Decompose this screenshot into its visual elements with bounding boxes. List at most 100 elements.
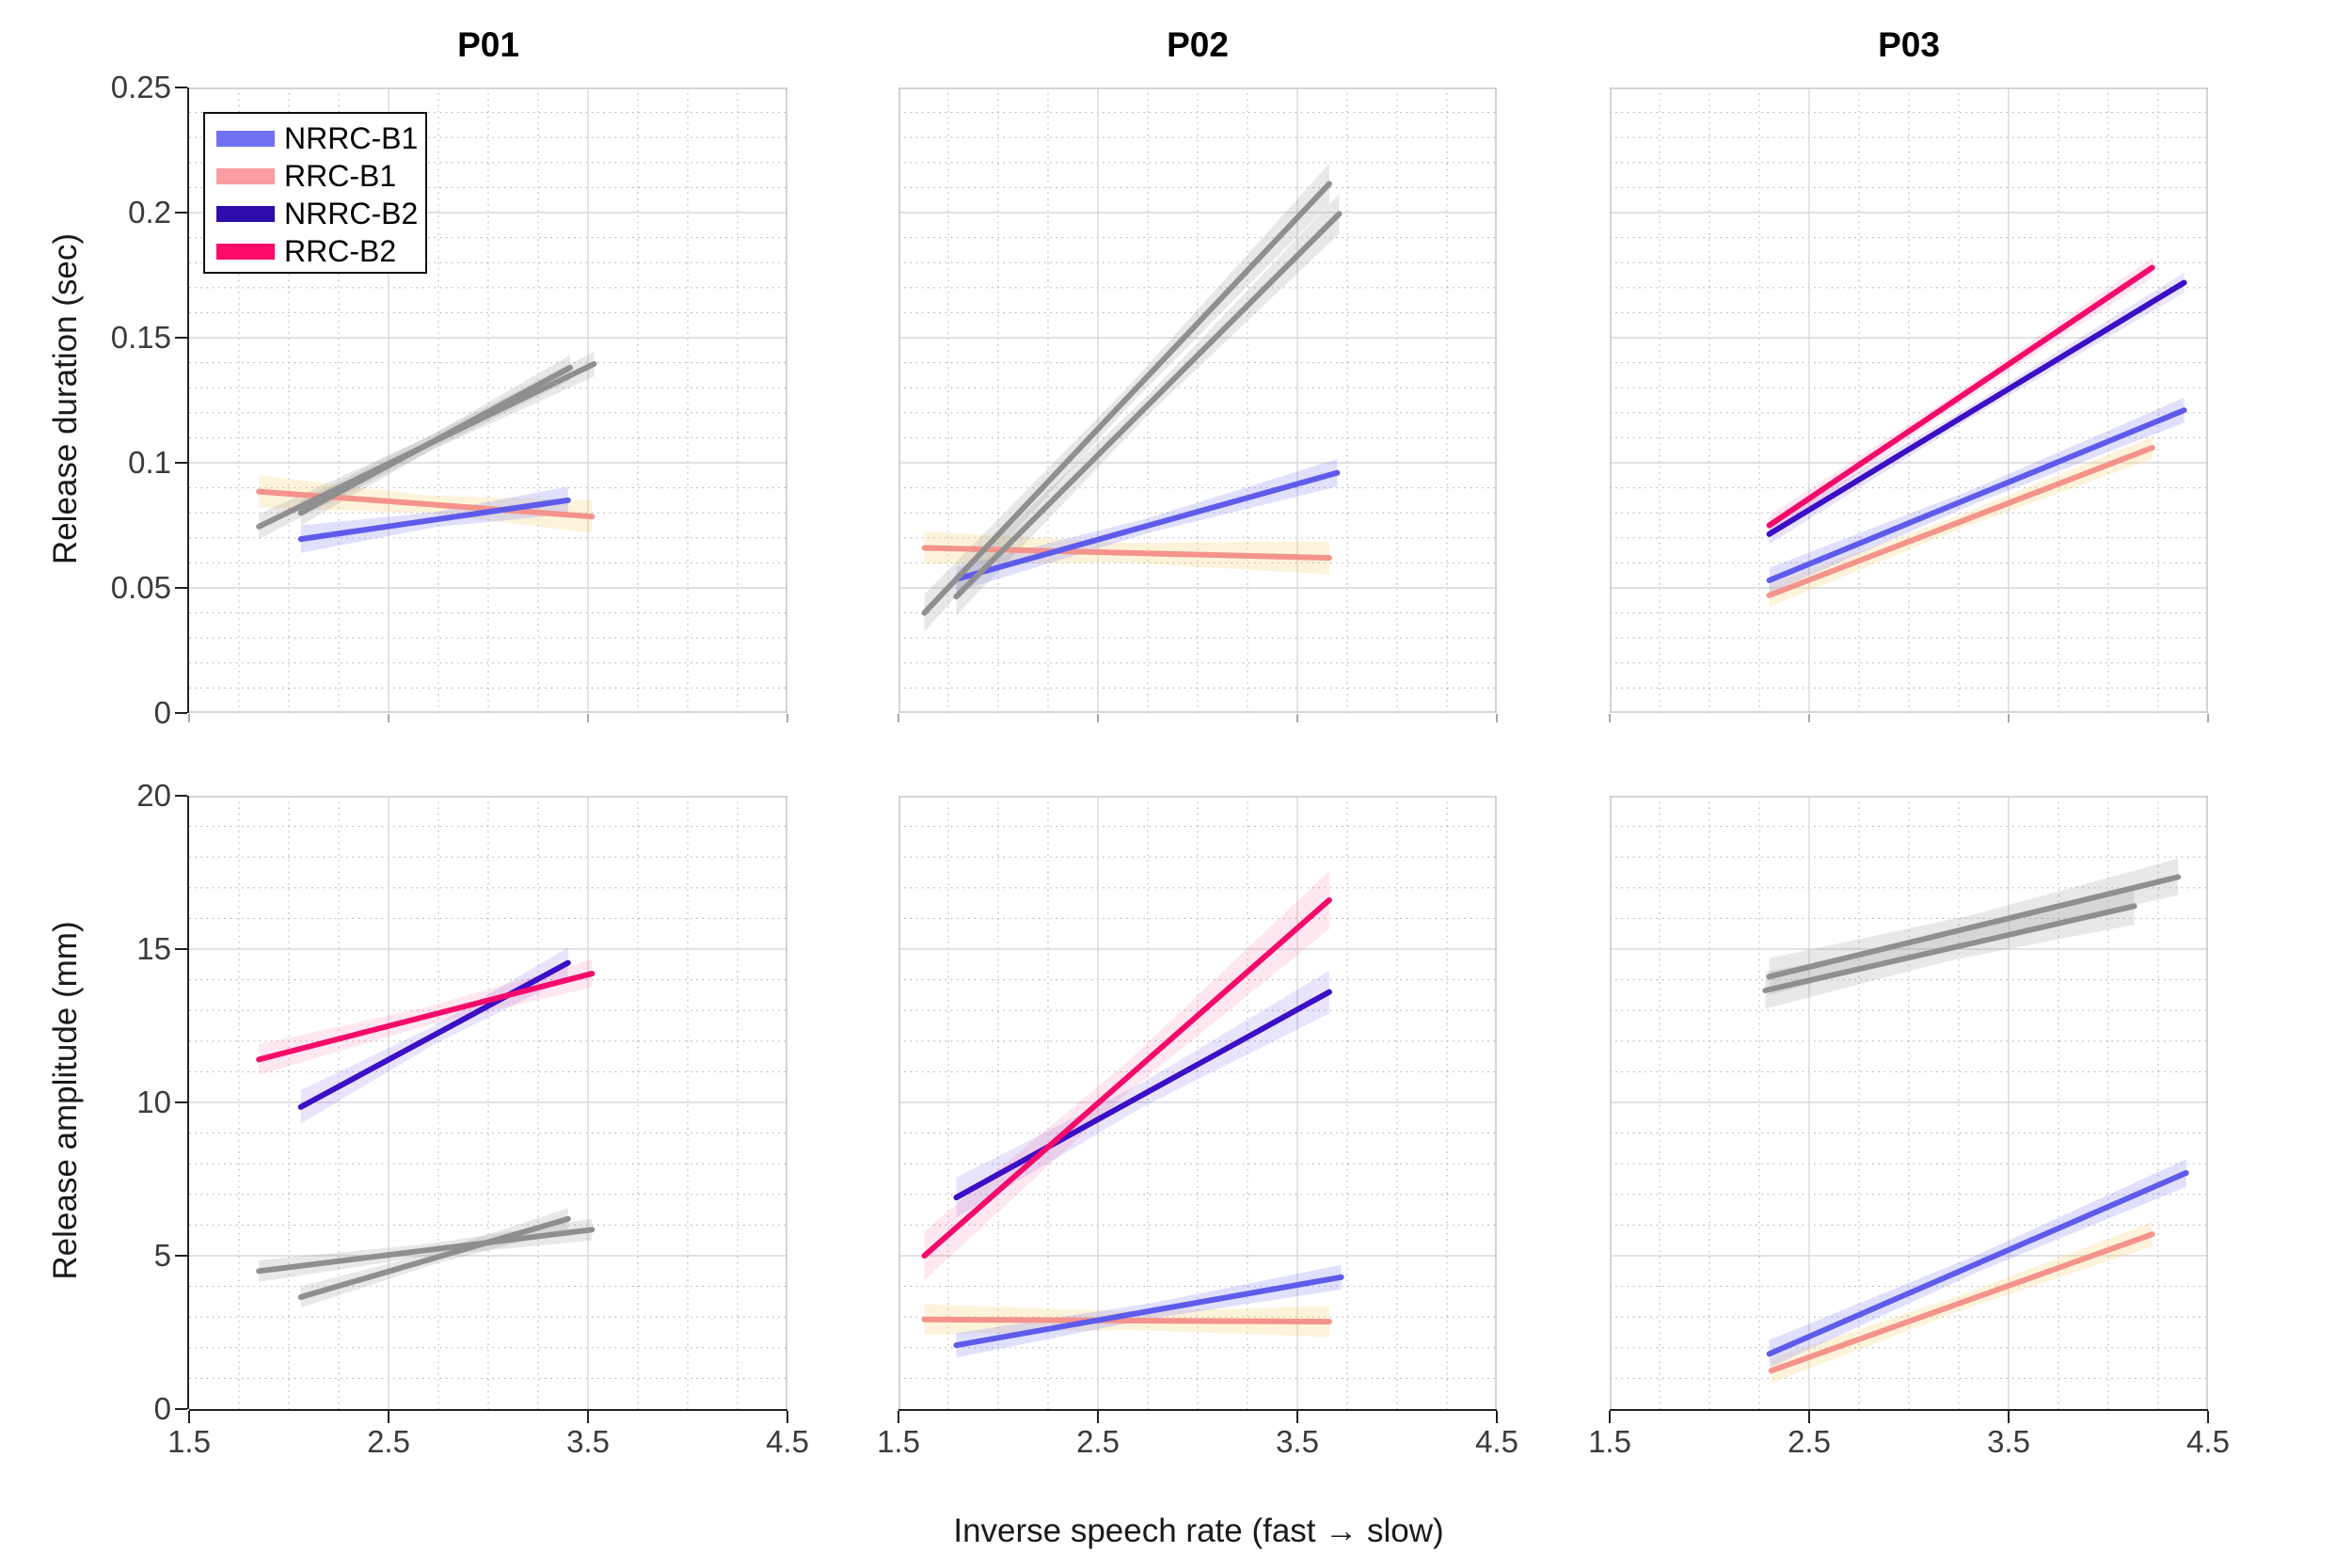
- legend-entry-RRC-B1: RRC-B1: [205, 157, 425, 195]
- x-tick-label: 4.5: [2186, 1424, 2230, 1459]
- x-tick-mark-upper: [787, 714, 788, 722]
- y-tick-mark: [175, 712, 187, 714]
- legend-swatch-RRC-B2: [216, 243, 275, 260]
- x-tick-label: 4.5: [1475, 1424, 1518, 1459]
- y-tick-label: 0.15: [110, 320, 171, 355]
- y-tick-mark: [175, 948, 187, 950]
- fit-line-NRRC-B1: [297, 497, 571, 543]
- x-tick-mark-upper: [1496, 714, 1498, 722]
- x-tick-mark-upper: [1609, 714, 1611, 722]
- y-tick-mark: [175, 795, 187, 797]
- y-axis-line: [187, 796, 189, 1409]
- legend-label: RRC-B1: [284, 159, 397, 193]
- y-tick-label: 15: [136, 931, 171, 966]
- x-tick-mark: [787, 1411, 788, 1423]
- y-tick-mark: [175, 462, 187, 464]
- y-tick-mark: [175, 587, 187, 589]
- x-tick-label: 2.5: [1076, 1424, 1120, 1459]
- fit-line-RRC-B2: [256, 971, 596, 1063]
- fit-line-NRRC-B1: [953, 469, 1341, 582]
- panel-title-P02: P02: [1167, 25, 1229, 64]
- x-tick-mark-upper: [1808, 714, 1810, 722]
- y-axis-line: [187, 87, 189, 713]
- y-tick-mark: [175, 1408, 187, 1410]
- x-tick-mark: [1609, 1411, 1611, 1423]
- fit-line-RRC-B1: [1766, 445, 2155, 598]
- y-tick-label: 20: [136, 778, 171, 813]
- x-tick-mark: [1808, 1411, 1810, 1423]
- x-tick-label: 3.5: [1276, 1424, 1319, 1459]
- x-tick-mark: [2008, 1411, 2010, 1423]
- fit-line-RRC-B1: [1768, 1231, 2155, 1374]
- y-tick-label: 0: [153, 695, 171, 730]
- fit-line-NRRC-B2: [953, 211, 1343, 600]
- y-tick-label: 0.1: [128, 445, 171, 480]
- legend-box: NRRC-B1 RRC-B1 NRRC-B2 RRC-B2: [203, 112, 427, 274]
- fit-line-RRC-B1: [256, 488, 596, 520]
- y-tick-label: 0.2: [128, 195, 171, 230]
- fit-line-NRRC-B1: [297, 1215, 571, 1301]
- y-tick-label: 0.25: [110, 70, 171, 104]
- fit-line-NRRC-B1: [953, 1274, 1344, 1349]
- x-tick-mark-upper: [2207, 714, 2209, 722]
- fit-line-NRRC-B2: [953, 989, 1332, 1201]
- legend-swatch-NRRC-B1: [216, 130, 275, 147]
- legend-entry-RRC-B2: RRC-B2: [205, 232, 425, 270]
- x-tick-mark: [1296, 1411, 1298, 1423]
- y-tick-mark: [175, 1101, 187, 1103]
- x-axis-line: [189, 1409, 787, 1411]
- panel-P02-row0: [898, 87, 1497, 713]
- y-tick-label: 5: [153, 1238, 171, 1273]
- x-tick-mark-upper: [1097, 714, 1099, 722]
- fit-line-RRC-B2: [1766, 264, 2155, 529]
- y-tick-label: 0: [153, 1391, 171, 1426]
- x-tick-mark-upper: [388, 714, 389, 722]
- x-tick-label: 1.5: [877, 1424, 920, 1459]
- y-tick-label: 10: [136, 1085, 171, 1119]
- legend-swatch-RRC-B1: [216, 167, 275, 184]
- fit-line-RRC-B1: [921, 1316, 1332, 1325]
- panel-title-P01: P01: [457, 25, 519, 64]
- fit-line-RRC-B2: [921, 181, 1332, 616]
- panel-P03-row1: [1610, 796, 2208, 1409]
- y-tick-label: 0.05: [110, 570, 171, 605]
- panel-P01-row1: [189, 796, 787, 1409]
- panel-P03-row0: [1610, 87, 2208, 713]
- x-tick-mark-upper: [898, 714, 899, 722]
- panel-title-P03: P03: [1878, 25, 1940, 64]
- x-tick-label: 3.5: [566, 1424, 610, 1459]
- x-tick-label: 1.5: [1588, 1424, 1631, 1459]
- x-tick-label: 2.5: [1788, 1424, 1831, 1459]
- fit-line-RRC-B2: [256, 360, 597, 530]
- fit-line-RRC-B2: [921, 896, 1332, 1259]
- legend-label: RRC-B2: [284, 234, 397, 268]
- legend-label: NRRC-B2: [284, 197, 419, 230]
- legend-label: NRRC-B1: [284, 121, 419, 155]
- x-tick-label: 1.5: [167, 1424, 211, 1459]
- x-tick-mark: [1496, 1411, 1498, 1423]
- fit-line-RRC-B2: [1762, 903, 2137, 994]
- fit-line-NRRC-B2: [1766, 874, 2182, 980]
- panel-P02-row1: [898, 796, 1497, 1409]
- x-axis-label: Inverse speech rate (fast → slow): [953, 1513, 1444, 1549]
- fit-line-NRRC-B1: [1766, 407, 2187, 584]
- x-tick-mark-upper: [1296, 714, 1298, 722]
- fit-line-RRC-B1: [256, 1227, 596, 1275]
- y-tick-mark: [175, 1255, 187, 1257]
- legend-entry-NRRC-B1: NRRC-B1: [205, 119, 425, 157]
- y-tick-mark: [175, 337, 187, 339]
- fit-line-NRRC-B2: [297, 959, 571, 1110]
- x-tick-label: 4.5: [766, 1424, 809, 1459]
- y-tick-mark: [175, 87, 187, 88]
- x-tick-mark-upper: [587, 714, 589, 722]
- fit-line-NRRC-B1: [1766, 1169, 2189, 1357]
- x-tick-mark-upper: [2008, 714, 2010, 722]
- legend-entry-NRRC-B2: NRRC-B2: [205, 195, 425, 232]
- x-tick-mark: [1097, 1411, 1099, 1423]
- x-tick-mark: [188, 1411, 190, 1423]
- x-tick-mark: [587, 1411, 589, 1423]
- fit-line-RRC-B1: [921, 545, 1332, 562]
- x-axis-line: [1610, 1409, 2208, 1411]
- x-tick-mark-upper: [188, 714, 190, 722]
